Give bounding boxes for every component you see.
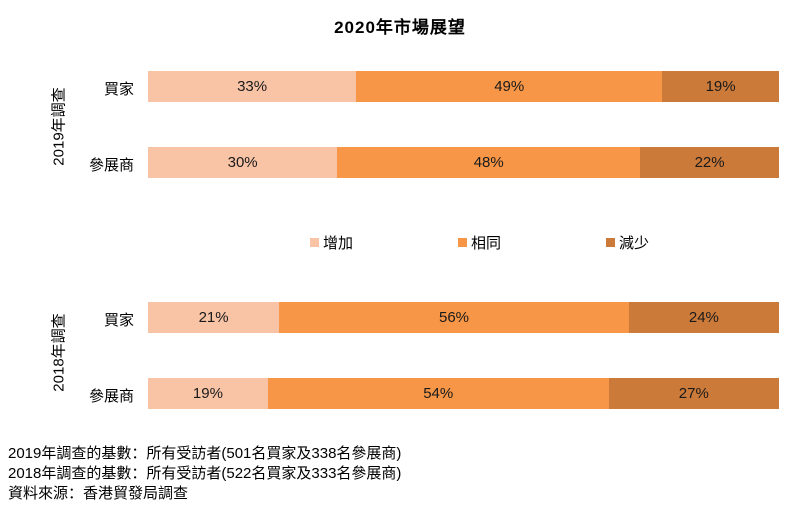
footnotes: 2019年調查的基數：所有受訪者(501名買家及338名參展商) 2018年調查… xyxy=(8,444,401,504)
segment-same: 49% xyxy=(356,71,663,102)
segment-decrease: 24% xyxy=(628,302,779,333)
bar-2018-exhibitors: 19% 54% 27% xyxy=(148,378,779,409)
segment-decrease: 19% xyxy=(662,71,779,102)
segment-same: 56% xyxy=(279,302,629,333)
bar-2019-buyers: 33% 49% 19% xyxy=(148,71,779,102)
footnote-source: 資料來源：香港貿發局調查 xyxy=(8,485,189,502)
segment-same: 48% xyxy=(337,147,641,178)
row-label-2018-exhibitors: 參展商 xyxy=(88,388,134,405)
footnote-2018-base: 2018年調查的基數：所有受訪者(522名買家及333名參展商) xyxy=(8,465,402,482)
legend-item-increase: 增加 xyxy=(310,232,353,253)
row-label-2019-exhibitors: 參展商 xyxy=(88,157,134,174)
segment-decrease: 27% xyxy=(608,378,779,409)
chart-title: 2020年市場展望 xyxy=(334,18,466,37)
bar-2019-exhibitors: 30% 48% 22% xyxy=(148,147,779,178)
legend-label: 相同 xyxy=(471,235,502,252)
legend-swatch-increase xyxy=(310,238,319,247)
footnote-2019-base: 2019年調查的基數：所有受訪者(501名買家及338名參展商) xyxy=(8,445,402,462)
legend-label: 增加 xyxy=(323,235,354,252)
bar-2018-buyers: 21% 56% 24% xyxy=(148,302,779,333)
row-label-2019-buyers: 買家 xyxy=(103,81,134,98)
segment-increase: 19% xyxy=(148,378,268,409)
row-label-2018-buyers: 買家 xyxy=(103,312,134,329)
legend-item-same: 相同 xyxy=(458,232,501,253)
legend-swatch-decrease xyxy=(606,238,615,247)
segment-increase: 33% xyxy=(148,71,357,102)
legend-swatch-same xyxy=(458,238,467,247)
legend: 增加 相同 減少 xyxy=(0,232,800,252)
legend-item-decrease: 減少 xyxy=(606,232,649,253)
segment-increase: 21% xyxy=(148,302,280,333)
segment-decrease: 22% xyxy=(640,147,779,178)
segment-increase: 30% xyxy=(148,147,338,178)
segment-same: 54% xyxy=(267,378,609,409)
legend-label: 減少 xyxy=(619,235,650,252)
